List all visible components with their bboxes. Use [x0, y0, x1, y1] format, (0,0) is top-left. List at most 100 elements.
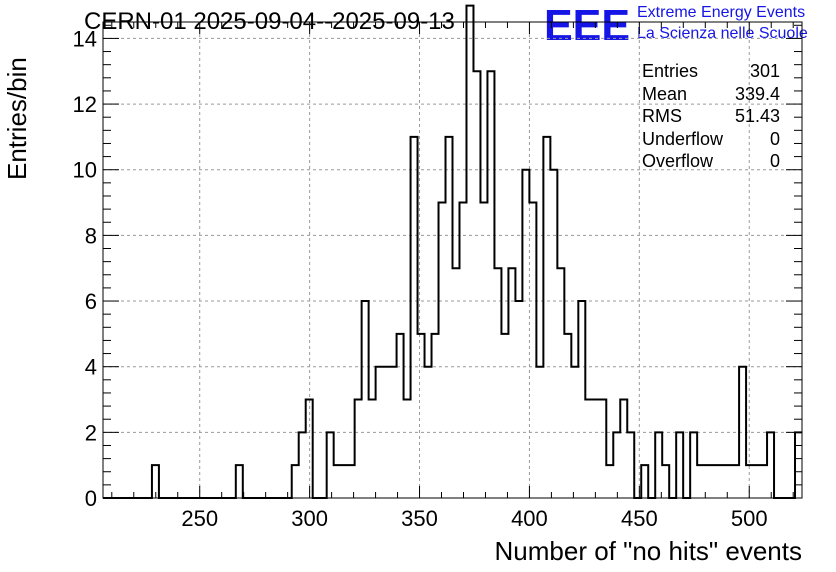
histogram-bin: [718, 465, 725, 498]
y-tick-label: 8: [85, 223, 97, 248]
histogram-bin: [292, 465, 299, 498]
histogram-bin: [383, 367, 390, 498]
histogram-bin: [341, 465, 348, 498]
histogram-bin: [501, 334, 508, 498]
histogram-bin: [473, 71, 480, 498]
histogram-bin: [599, 400, 606, 498]
histogram-bin: [480, 203, 487, 498]
stat-value: 51.43: [734, 106, 780, 126]
x-tick-label: 350: [401, 506, 438, 531]
histogram-bin: [753, 465, 760, 498]
histogram-bin: [376, 367, 383, 498]
stat-row-overflow: Overflow 0: [642, 150, 780, 173]
histogram-bin: [418, 334, 425, 498]
histogram-bin: [767, 432, 774, 498]
histogram-bin: [592, 400, 599, 498]
eee-logo-text: Extreme Energy Events La Scienza nelle S…: [637, 2, 808, 44]
histogram-bin: [446, 137, 453, 498]
x-axis-label: Number of "no hits" events: [494, 536, 803, 566]
y-tick-label: 6: [85, 289, 97, 314]
histogram-bin: [550, 170, 557, 498]
stat-label: Underflow: [642, 128, 724, 149]
histogram-bin: [578, 301, 585, 498]
histogram-bin: [487, 71, 494, 498]
y-tick-label: 10: [73, 158, 97, 183]
x-tick-label: 300: [291, 506, 328, 531]
histogram-bin: [795, 432, 802, 498]
y-tick-label: 14: [73, 26, 97, 51]
stat-value: 0: [769, 151, 780, 171]
histogram-bin: [662, 465, 669, 498]
histogram-bin: [411, 137, 418, 498]
logo-line-2: La Scienza nelle Scuole: [637, 25, 808, 42]
histogram-bin: [620, 400, 627, 498]
histogram-bin: [152, 465, 159, 498]
histogram-bin: [466, 6, 473, 498]
histogram-bin: [522, 170, 529, 498]
histogram-bin: [236, 465, 243, 498]
histogram-bin: [704, 465, 711, 498]
histogram-bin: [557, 268, 564, 498]
histogram-bin: [327, 432, 334, 498]
histogram-bin: [543, 137, 550, 498]
histogram-bin: [348, 465, 355, 498]
histogram-bin: [369, 400, 376, 498]
histogram-bin: [390, 367, 397, 498]
y-tick-label: 0: [85, 486, 97, 511]
histogram-bin: [571, 367, 578, 498]
x-tick-label: 400: [511, 506, 548, 531]
eee-logo-mark: EEE: [544, 2, 630, 44]
histogram-bin: [676, 432, 683, 498]
histogram-bin: [355, 400, 362, 498]
y-tick-label: 4: [85, 355, 97, 380]
stat-row-underflow: Underflow 0: [642, 128, 780, 151]
stat-row-mean: Mean 339.4: [642, 83, 780, 106]
histogram-bin: [627, 432, 634, 498]
histogram-bin: [655, 432, 662, 498]
stats-box: Entries 301 Mean 339.4 RMS 51.43 Underfl…: [642, 60, 780, 173]
histogram-bin: [641, 465, 648, 498]
histogram-bin: [306, 400, 313, 498]
histogram-bin: [453, 268, 460, 498]
histogram-bin: [494, 268, 501, 498]
plot-frame: [102, 21, 803, 499]
histogram-bin: [397, 334, 404, 498]
stat-value: 301: [749, 61, 780, 81]
y-tick-label: 2: [85, 420, 97, 445]
histogram-bin: [606, 465, 613, 498]
stat-row-rms: RMS 51.43: [642, 105, 780, 128]
histogram-bin: [508, 268, 515, 498]
histogram-bin: [515, 301, 522, 498]
histogram-bin: [739, 367, 746, 498]
logo-line-1: Extreme Energy Events: [637, 4, 806, 21]
histogram-bin: [529, 203, 536, 498]
x-tick-label: 500: [731, 506, 768, 531]
svg-text:EEE: EEE: [544, 2, 630, 44]
histogram-bin: [334, 465, 341, 498]
histogram-bin: [404, 400, 411, 498]
histogram-bin: [732, 465, 739, 498]
histogram-bin: [585, 400, 592, 498]
histogram-bin: [536, 367, 543, 498]
stat-label: Mean: [642, 83, 688, 104]
histogram-bin: [711, 465, 718, 498]
y-tick-label: 12: [73, 92, 97, 117]
histogram-bin: [362, 301, 369, 498]
histogram-bin: [564, 334, 571, 498]
histogram-bin: [299, 432, 306, 498]
stat-label: Overflow: [642, 151, 714, 171]
histogram-bin: [459, 203, 466, 498]
histogram-bin: [697, 465, 704, 498]
histogram-bin: [746, 465, 753, 498]
stat-row-entries: Entries 301: [642, 60, 780, 83]
stat-label: RMS: [642, 106, 682, 126]
histogram-bin: [690, 432, 697, 498]
histogram-bin: [432, 334, 439, 498]
x-tick-label: 250: [181, 506, 218, 531]
x-tick-label: 450: [621, 506, 658, 531]
histogram-bin: [760, 465, 767, 498]
histogram-bin: [439, 203, 446, 498]
histogram-outline: [103, 4, 802, 499]
histogram-bin: [425, 367, 432, 498]
